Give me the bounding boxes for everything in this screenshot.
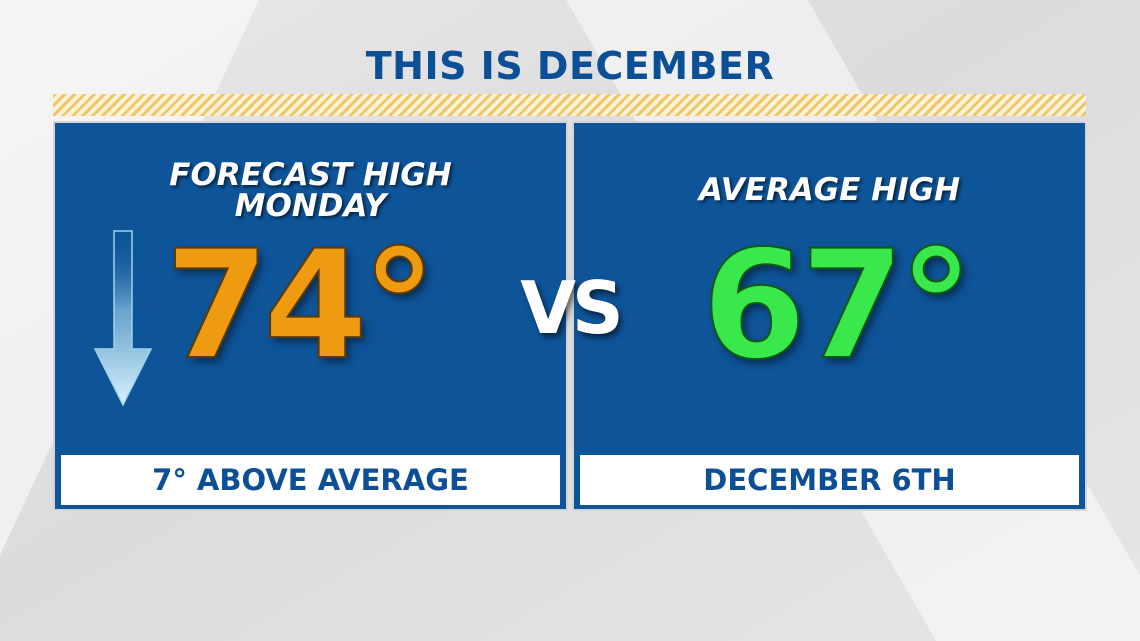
forecast-high-label-line1: FORECAST HIGH (169, 157, 452, 193)
vs-label: VS (520, 266, 624, 350)
page-title: THIS IS DECEMBER (365, 44, 775, 88)
average-high-panel: AVERAGE HIGH 67° DECEMBER 6TH (572, 121, 1087, 511)
average-footer: DECEMBER 6TH (580, 455, 1079, 505)
average-high-value: 67° (701, 219, 975, 393)
down-arrow-icon (93, 230, 153, 407)
forecast-high-panel: FORECAST HIGH MONDAY 74° 7° ABOVE AVERAG… (53, 121, 568, 511)
average-high-label: AVERAGE HIGH (698, 172, 961, 208)
forecast-high-label: FORECAST HIGH MONDAY (55, 160, 566, 222)
forecast-high-label-line2: MONDAY (234, 188, 387, 224)
forecast-footer: 7° ABOVE AVERAGE (61, 455, 560, 505)
forecast-high-value: 74° (164, 219, 438, 393)
hatched-divider (53, 94, 1086, 116)
